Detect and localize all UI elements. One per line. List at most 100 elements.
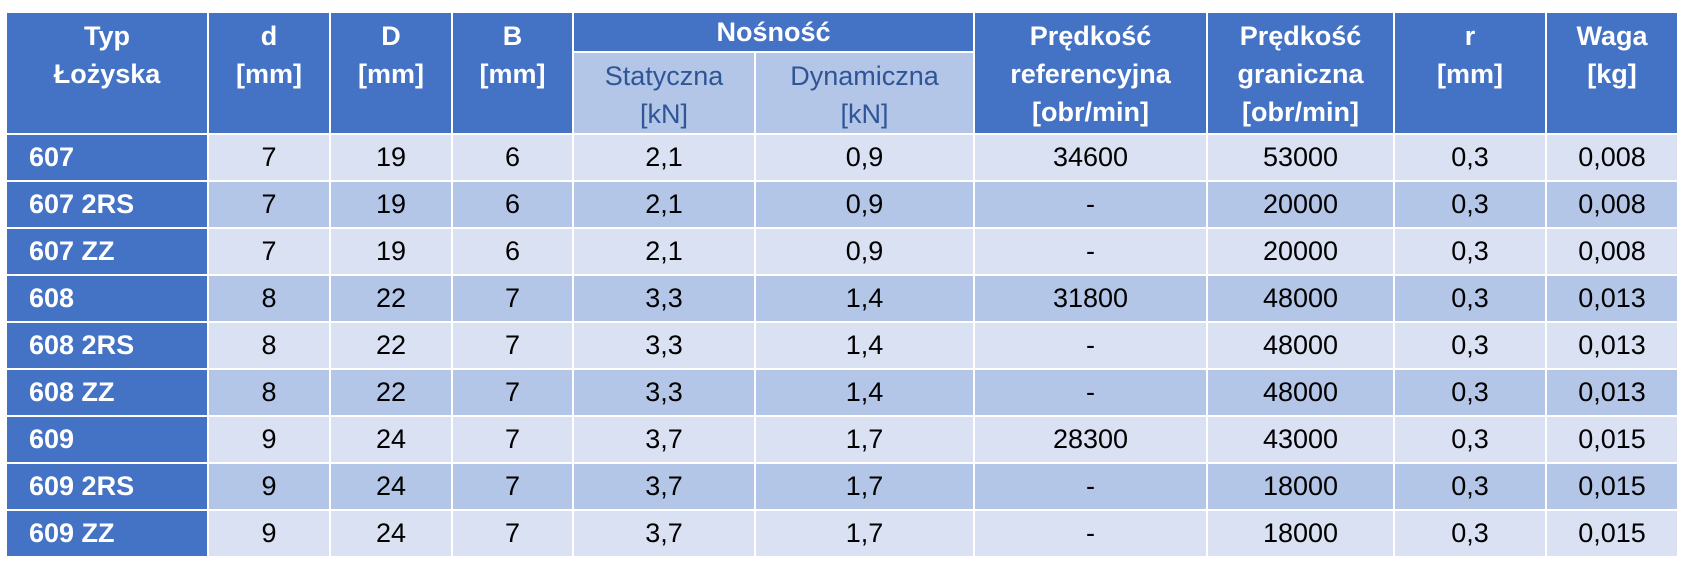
cell-type: 608 ZZ [5, 368, 209, 417]
cell-r: 0,3 [1393, 509, 1547, 558]
cell-static: 3,3 [572, 368, 756, 417]
cell-static: 3,3 [572, 321, 756, 370]
cell-limit-speed: 20000 [1206, 180, 1395, 229]
cell-d: 9 [207, 509, 331, 558]
cell-weight: 0,013 [1545, 274, 1679, 323]
bearing-table: Typ Łożyska d [mm] D [mm] B [mm] Nośność Prę… [5, 11, 1679, 558]
cell-weight: 0,008 [1545, 133, 1679, 182]
cell-weight: 0,013 [1545, 321, 1679, 370]
cell-weight: 0,013 [1545, 368, 1679, 417]
cell-B: 7 [451, 321, 574, 370]
cell-d: 8 [207, 321, 331, 370]
cell-dynamic: 1,7 [754, 462, 975, 511]
cell-limit-speed: 20000 [1206, 227, 1395, 276]
cell-dynamic: 0,9 [754, 180, 975, 229]
cell-D: 19 [329, 227, 453, 276]
cell-static: 3,3 [572, 274, 756, 323]
header-d: d [mm] [207, 11, 331, 135]
cell-weight: 0,008 [1545, 227, 1679, 276]
cell-static: 3,7 [572, 509, 756, 558]
cell-D: 22 [329, 274, 453, 323]
cell-type: 608 [5, 274, 209, 323]
cell-d: 8 [207, 274, 331, 323]
cell-static: 2,1 [572, 133, 756, 182]
header-nosnosc: Nośność [572, 11, 975, 53]
cell-type: 609 ZZ [5, 509, 209, 558]
cell-type: 607 2RS [5, 180, 209, 229]
cell-ref-speed: - [973, 180, 1208, 229]
cell-static: 2,1 [572, 180, 756, 229]
cell-r: 0,3 [1393, 321, 1547, 370]
cell-weight: 0,015 [1545, 509, 1679, 558]
cell-B: 6 [451, 180, 574, 229]
cell-static: 3,7 [572, 462, 756, 511]
cell-ref-speed: - [973, 321, 1208, 370]
cell-B: 7 [451, 415, 574, 464]
cell-d: 7 [207, 133, 331, 182]
cell-dynamic: 0,9 [754, 133, 975, 182]
cell-r: 0,3 [1393, 274, 1547, 323]
table-row: 607 2RS 7 19 6 2,1 0,9-20000 0,3 0,008 [5, 180, 1679, 229]
cell-limit-speed: 53000 [1206, 133, 1395, 182]
cell-D: 19 [329, 180, 453, 229]
header-dynamic: Dynamiczna [kN] [754, 51, 975, 135]
cell-weight: 0,015 [1545, 415, 1679, 464]
cell-D: 22 [329, 321, 453, 370]
cell-r: 0,3 [1393, 415, 1547, 464]
header-static: Statyczna [kN] [572, 51, 756, 135]
header-type: Typ Łożyska [5, 11, 209, 135]
cell-r: 0,3 [1393, 227, 1547, 276]
table-row: 608 ZZ 8 22 7 3,3 1,4-48000 0,3 0,013 [5, 368, 1679, 417]
cell-B: 7 [451, 509, 574, 558]
cell-B: 7 [451, 462, 574, 511]
cell-type: 608 2RS [5, 321, 209, 370]
cell-dynamic: 1,4 [754, 274, 975, 323]
cell-B: 6 [451, 133, 574, 182]
cell-type: 609 [5, 415, 209, 464]
cell-ref-speed: - [973, 462, 1208, 511]
table-row: 609 ZZ 9 24 7 3,7 1,7-18000 0,3 0,015 [5, 509, 1679, 558]
cell-ref-speed: - [973, 368, 1208, 417]
cell-limit-speed: 48000 [1206, 321, 1395, 370]
table-row: 609 9 24 7 3,7 1,7 28300 43000 0,3 0,015 [5, 415, 1679, 464]
cell-ref-speed: - [973, 227, 1208, 276]
cell-dynamic: 1,4 [754, 321, 975, 370]
cell-static: 3,7 [572, 415, 756, 464]
cell-limit-speed: 48000 [1206, 274, 1395, 323]
cell-dynamic: 1,7 [754, 509, 975, 558]
cell-weight: 0,008 [1545, 180, 1679, 229]
cell-dynamic: 0,9 [754, 227, 975, 276]
cell-type: 609 2RS [5, 462, 209, 511]
header-r: r [mm] [1393, 11, 1547, 135]
table-row: 607 ZZ 7 19 6 2,1 0,9-20000 0,3 0,008 [5, 227, 1679, 276]
cell-type: 607 ZZ [5, 227, 209, 276]
cell-static: 2,1 [572, 227, 756, 276]
cell-B: 7 [451, 368, 574, 417]
table-row: 609 2RS 9 24 7 3,7 1,7-18000 0,3 0,015 [5, 462, 1679, 511]
cell-limit-speed: 43000 [1206, 415, 1395, 464]
cell-type: 607 [5, 133, 209, 182]
cell-dynamic: 1,7 [754, 415, 975, 464]
table-row: 608 2RS 8 22 7 3,3 1,4-48000 0,3 0,013 [5, 321, 1679, 370]
cell-limit-speed: 48000 [1206, 368, 1395, 417]
table-row: 608 8 22 7 3,3 1,4 31800 48000 0,3 0,013 [5, 274, 1679, 323]
header-B: B [mm] [451, 11, 574, 135]
cell-D: 24 [329, 415, 453, 464]
table-row: 607 7 19 6 2,1 0,9 34600 53000 0,3 0,008 [5, 133, 1679, 182]
cell-B: 6 [451, 227, 574, 276]
cell-D: 24 [329, 462, 453, 511]
cell-ref-speed: 34600 [973, 133, 1208, 182]
header-weight: Waga [kg] [1545, 11, 1679, 135]
cell-d: 9 [207, 415, 331, 464]
cell-D: 22 [329, 368, 453, 417]
header-ref-speed: Prędkość referencyjna [obr/min] [973, 11, 1208, 135]
cell-r: 0,3 [1393, 462, 1547, 511]
cell-D: 24 [329, 509, 453, 558]
header-D: D [mm] [329, 11, 453, 135]
cell-r: 0,3 [1393, 133, 1547, 182]
cell-r: 0,3 [1393, 368, 1547, 417]
cell-d: 8 [207, 368, 331, 417]
header-limit-speed: Prędkość graniczna [obr/min] [1206, 11, 1395, 135]
cell-D: 19 [329, 133, 453, 182]
cell-weight: 0,015 [1545, 462, 1679, 511]
